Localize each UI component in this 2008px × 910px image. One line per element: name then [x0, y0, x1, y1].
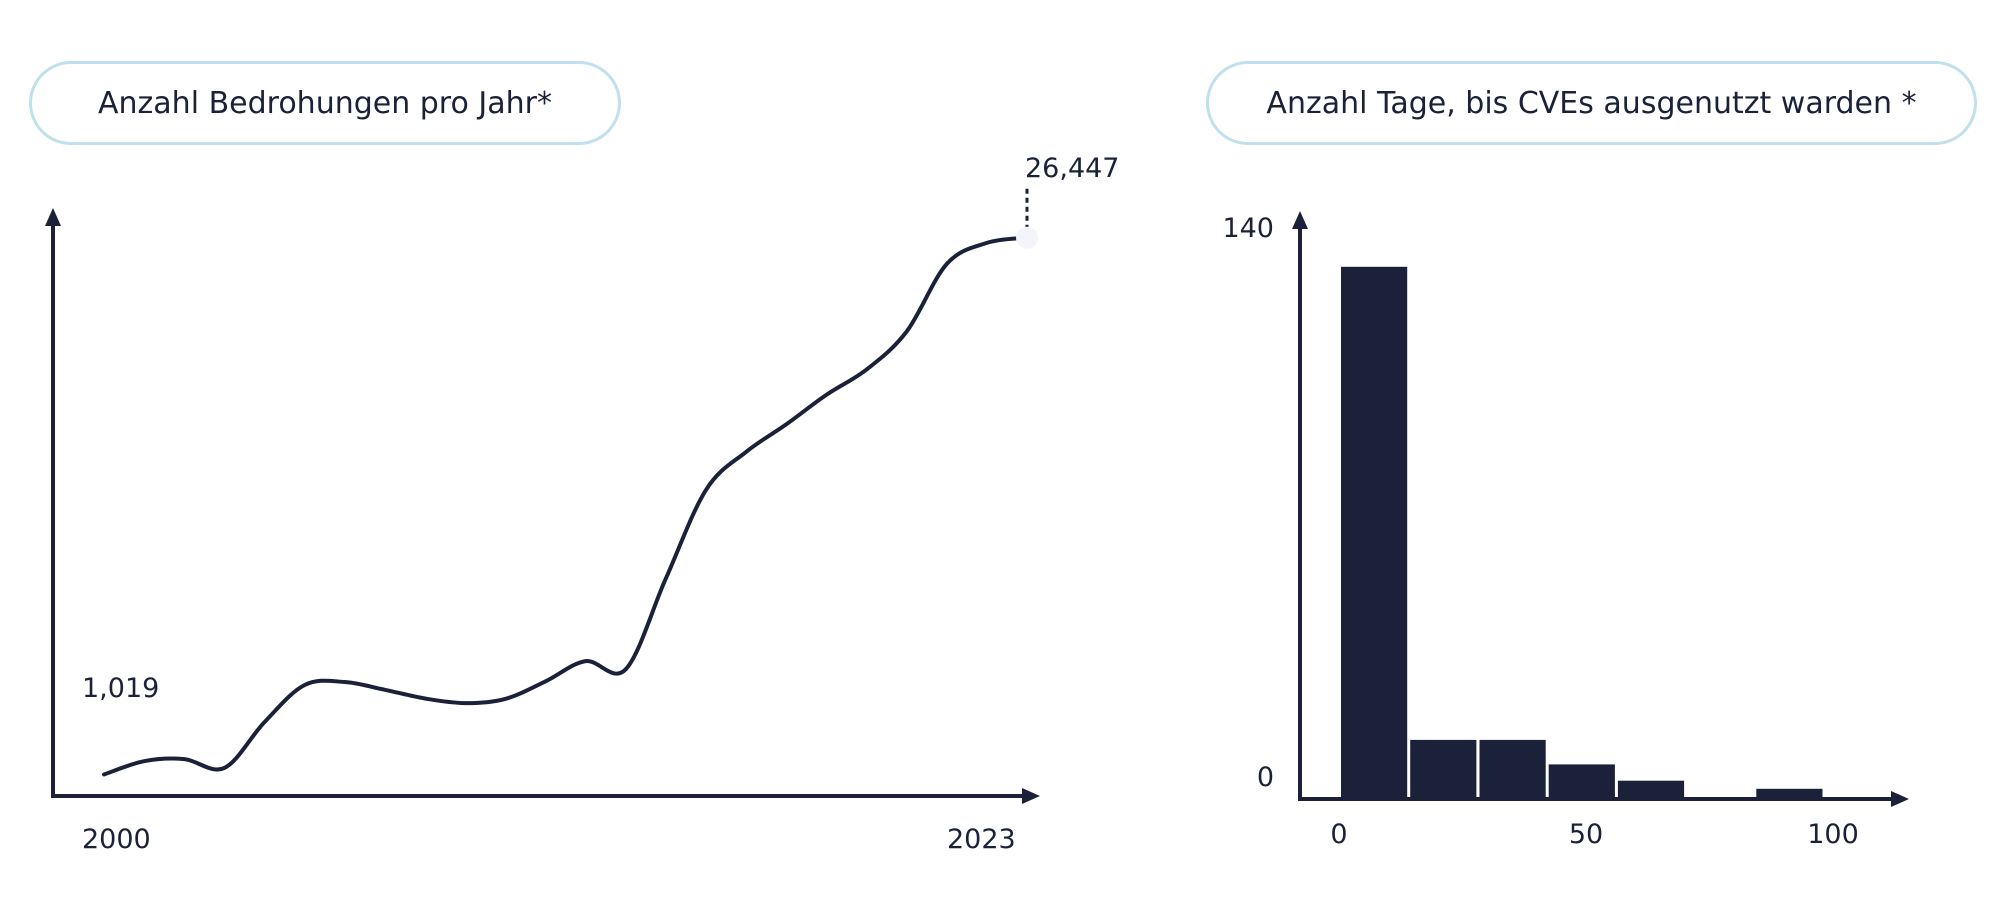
- line-series: [102, 235, 1029, 777]
- histogram-bar-42-56: [1548, 764, 1615, 797]
- histogram-bar-0-14: [1341, 266, 1408, 797]
- line-chart-x-tick-start: 2000: [82, 824, 151, 855]
- histogram-x-tick-100: 100: [1807, 819, 1859, 850]
- histogram-bar-56-70: [1617, 780, 1685, 797]
- chart-title-left: Anzahl Bedrohungen pro Jahr*: [29, 61, 621, 145]
- histogram-x-tick-50: 50: [1569, 819, 1603, 850]
- chart-title-right: Anzahl Tage, bis CVEs ausgenutzt warden …: [1206, 61, 1977, 145]
- histogram-x-tick-0: 0: [1330, 819, 1347, 850]
- histogram-chart: 140 0 0 50 100: [1222, 211, 1909, 850]
- chart-title-left-text: Anzahl Bedrohungen pro Jahr*: [98, 85, 552, 121]
- line-chart-start-label: 1,019: [82, 673, 159, 704]
- line-chart-end-label: 26,447: [1025, 153, 1119, 184]
- histogram-y-tick-top: 140: [1222, 213, 1274, 244]
- histogram-bar-14-28: [1410, 739, 1477, 797]
- histogram-bar-28-42: [1479, 739, 1546, 797]
- histogram-x-arrow: [1891, 791, 1909, 807]
- line-chart-y-arrow: [45, 208, 61, 226]
- line-chart: 2000 2023 1,019 26,447: [45, 153, 1119, 855]
- chart-title-right-text: Anzahl Tage, bis CVEs ausgenutzt warden …: [1266, 85, 1917, 121]
- histogram-y-arrow: [1292, 211, 1308, 229]
- histogram-bar-84-98: [1756, 788, 1823, 797]
- histogram-y-tick-bottom: 0: [1257, 762, 1274, 793]
- line-chart-x-arrow: [1022, 788, 1040, 804]
- histogram-bars: [1341, 266, 1823, 797]
- line-end-marker: [1016, 226, 1038, 249]
- line-chart-x-tick-end: 2023: [947, 824, 1016, 855]
- line-chart-plot: [102, 187, 1038, 777]
